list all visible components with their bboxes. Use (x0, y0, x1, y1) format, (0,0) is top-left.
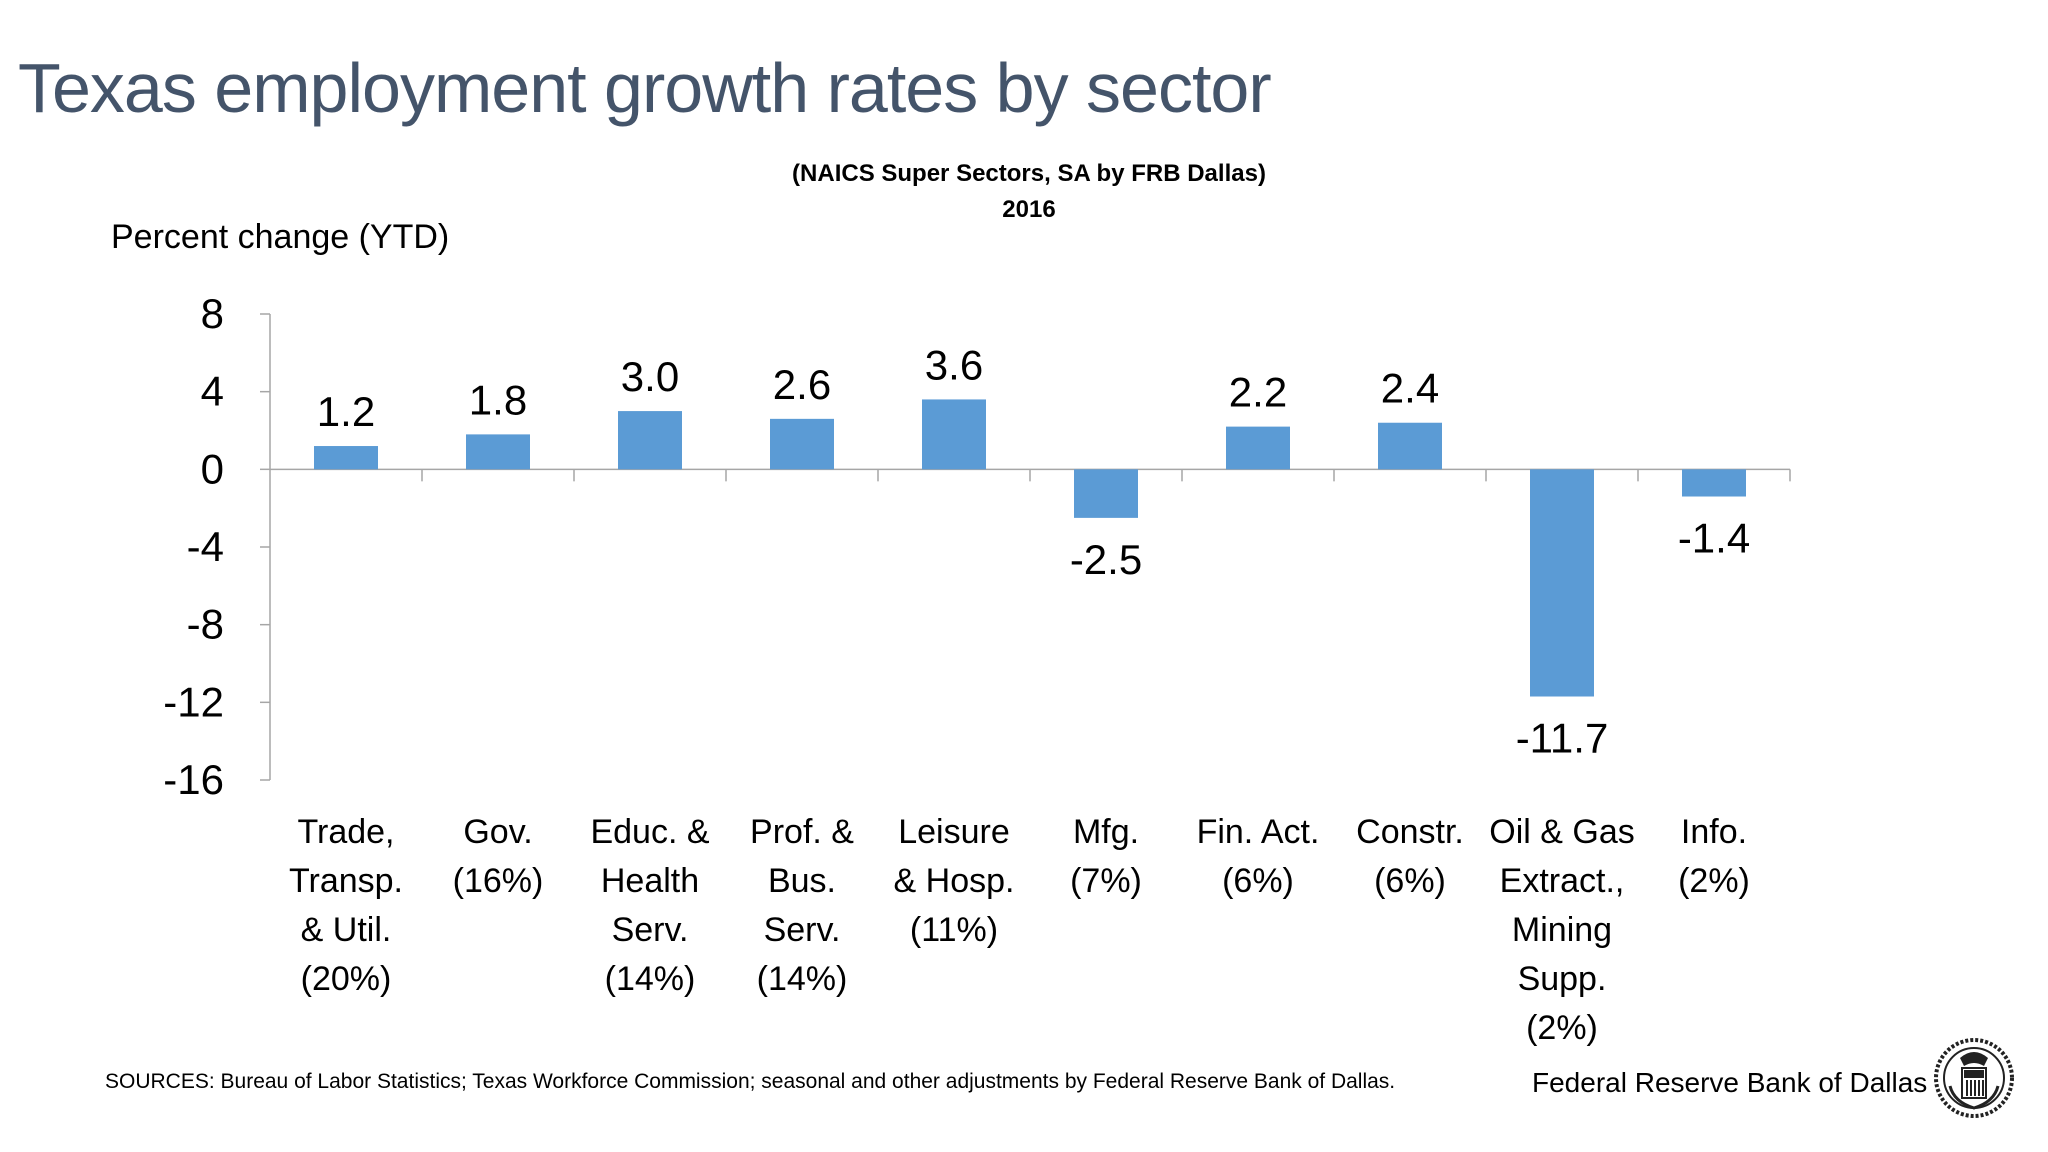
bar (1378, 422, 1442, 470)
category-label: Oil & Gas Extract., Mining Supp. (2%) (1489, 813, 1634, 1047)
data-label: 2.6 (773, 361, 831, 408)
bar (1226, 426, 1290, 470)
data-label: -11.7 (1516, 715, 1609, 762)
category-label: Mfg. (7%) (1070, 813, 1142, 900)
category-label: Leisure & Hosp. (11%) (894, 813, 1015, 949)
bar (466, 434, 530, 470)
data-label: 3.6 (925, 341, 983, 388)
data-label: 3.0 (621, 353, 679, 400)
category-label: Gov. (16%) (453, 813, 544, 900)
y-tick-label: -4 (187, 523, 224, 570)
category-label: Trade, Transp. & Util. (20%) (289, 813, 403, 998)
category-label: Info. (2%) (1678, 813, 1750, 900)
bar (922, 399, 986, 470)
bar (618, 411, 682, 470)
category-label: Constr. (6%) (1356, 813, 1464, 900)
chart-subtitle: (NAICS Super Sectors, SA by FRB Dallas) … (0, 156, 2048, 228)
bar (1074, 469, 1138, 518)
bar (770, 418, 834, 470)
federal-reserve-seal-logo (1934, 1038, 2014, 1118)
data-label: -1.4 (1678, 515, 1750, 562)
y-tick-label: -8 (187, 601, 224, 648)
data-label: 1.2 (317, 388, 375, 435)
bar (1682, 469, 1746, 497)
bar (314, 446, 378, 470)
y-tick-label: 0 (201, 445, 224, 492)
y-tick-label: -16 (163, 756, 224, 803)
category-label: Prof. & Bus. Serv. (14%) (750, 813, 854, 998)
data-label: 2.4 (1381, 365, 1439, 412)
category-label: Fin. Act. (6%) (1197, 813, 1320, 900)
y-tick-label: 8 (201, 290, 224, 337)
page-title: Texas employment growth rates by sector (18, 49, 1272, 127)
y-tick-label: 4 (201, 368, 224, 415)
category-label: Educ. & Health Serv. (14%) (590, 813, 709, 998)
org-name: Federal Reserve Bank of Dallas (1532, 1067, 1928, 1098)
bar (1530, 469, 1594, 697)
data-label: 1.8 (469, 376, 527, 423)
sources-note: SOURCES: Bureau of Labor Statistics; Tex… (105, 1070, 1396, 1093)
bar-chart: 8 4 0 -4 -8 -12 -16 1.2 Trade, Transp. & Util. (20%… (163, 290, 1791, 1047)
y-tick-label: -12 (163, 678, 224, 725)
data-label: 2.2 (1229, 369, 1287, 416)
subtitle-line-2: 2016 (1002, 196, 1056, 223)
data-label: -2.5 (1070, 536, 1142, 583)
y-axis-label: Percent change (YTD) (111, 218, 450, 256)
subtitle-line-1: (NAICS Super Sectors, SA by FRB Dallas) (792, 160, 1266, 187)
